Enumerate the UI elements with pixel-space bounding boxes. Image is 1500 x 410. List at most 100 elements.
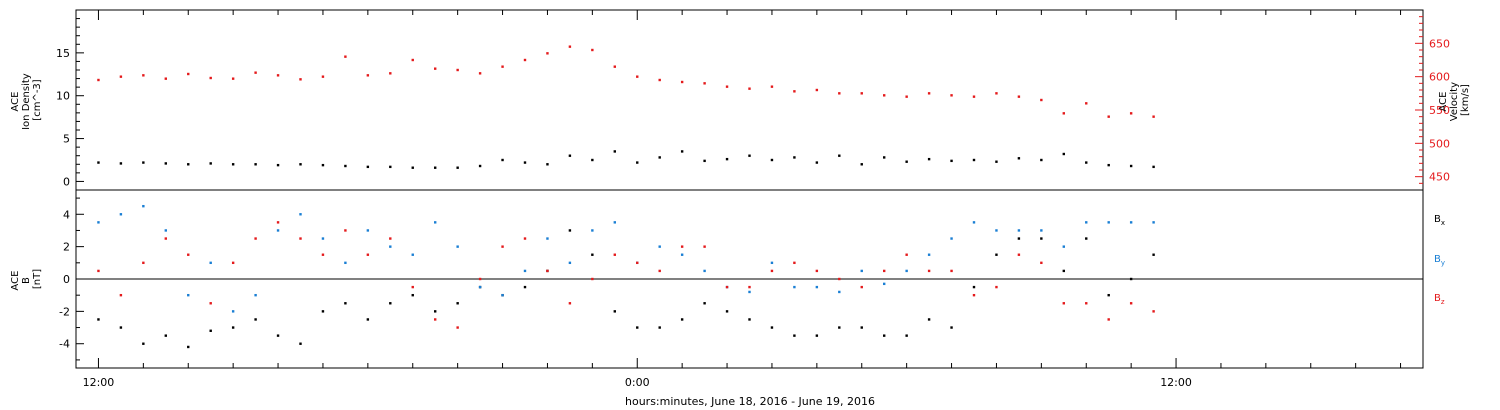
bottom-panel-point-bz-2 [142, 261, 145, 265]
bottom-panel-point-bz-11 [344, 229, 347, 232]
bottom-panel-point-bx-29 [748, 318, 751, 321]
magnetic-field-label-line-3: [nT] [32, 269, 43, 289]
bottom-panel-point-bz-26 [680, 245, 684, 248]
top-panel-point-1-20 [546, 52, 549, 55]
top-panel-point-1-17 [478, 72, 482, 75]
top-panel-point-0-9 [299, 163, 302, 166]
bottom-panel-point-bx-7 [254, 318, 257, 321]
top-panel-point-1-29 [748, 87, 751, 90]
bottom-panel-point-bx-8 [276, 334, 280, 337]
ion-density-label-line-2: Ion Density [21, 73, 32, 130]
bottom-panel-series-bx [97, 229, 1155, 349]
bottom-panel-point-bz-5 [209, 302, 212, 305]
bottom-panel-point-bx-36 [905, 334, 908, 337]
top-panel-point-1-10 [321, 75, 325, 78]
top-panel-point-1-45 [1107, 115, 1110, 118]
bottom-panel-point-by-23 [613, 221, 616, 224]
bottom-panel-point-bx-15 [434, 310, 437, 313]
top-panel-point-1-9 [299, 78, 302, 81]
bottom-panel-point-bz-1 [119, 293, 123, 297]
bottom-panel-point-bx-28 [725, 310, 729, 313]
top-panel-point-0-22 [591, 158, 594, 162]
bottom-panel-point-bx-46 [1129, 277, 1133, 281]
bottom-panel-point-bx-12 [366, 318, 370, 321]
top-panel-point-0-5 [209, 162, 212, 165]
bottom-panel-point-bz-43 [1062, 302, 1065, 305]
top-panel-point-0-31 [793, 156, 796, 159]
ion-density-tick-label: 15 [56, 47, 70, 60]
bottom-panel-point-by-11 [344, 261, 347, 265]
top-panel-point-1-22 [591, 48, 594, 52]
bottom-panel-point-bx-37 [927, 318, 931, 321]
bottom-panel-marks [97, 204, 1155, 349]
magnetic-field-tick-label: 4 [63, 208, 70, 221]
bottom-panel-point-by-34 [860, 269, 863, 273]
top-panel-point-0-23 [613, 150, 616, 153]
bottom-panel-point-bz-20 [546, 269, 549, 273]
ion-density-label-line-1: ACE [10, 92, 21, 112]
bottom-panel-point-bx-1 [119, 326, 123, 329]
top-panel-point-1-28 [725, 85, 729, 88]
bottom-panel-point-bx-31 [793, 334, 796, 337]
magnetic-field-tick-label: -2 [59, 305, 70, 318]
bottom-panel-point-by-14 [411, 253, 414, 256]
top-panel-point-0-25 [658, 156, 661, 159]
bottom-panel-point-bz-15 [434, 318, 437, 321]
velocity-label-line-3: [km/s] [1460, 84, 1471, 116]
bottom-panel-point-bx-44 [1085, 237, 1088, 240]
top-panel-point-0-7 [254, 163, 257, 166]
top-panel-point-0-32 [815, 161, 819, 164]
top-panel-point-0-26 [680, 150, 684, 153]
bottom-panel-point-bx-35 [883, 334, 886, 337]
top-panel-series-1 [97, 45, 1155, 118]
top-panel-point-0-30 [770, 158, 774, 162]
bottom-panel-point-bz-36 [905, 253, 908, 256]
top-panel-point-0-14 [411, 166, 414, 169]
magnetic-field-label-line-1: ACE [10, 271, 21, 291]
top-panel-marks [97, 45, 1155, 169]
ion-density-tick-label: 10 [56, 90, 70, 103]
bottom-panel-point-by-9 [299, 213, 302, 216]
bottom-panel-point-bx-19 [523, 285, 527, 289]
top-panel-point-0-44 [1085, 161, 1088, 164]
velocity-label-line-2: Velocity [1449, 82, 1460, 121]
top-panel-point-0-21 [568, 154, 572, 157]
bottom-panel-point-by-10 [321, 237, 325, 240]
top-panel-point-0-33 [838, 154, 841, 157]
bottom-panel-point-bz-24 [636, 261, 639, 265]
bottom-panel-point-bx-2 [142, 342, 145, 345]
top-panel-point-1-27 [703, 82, 706, 85]
velocity-tick-label: 500 [1429, 137, 1450, 150]
top-panel-point-1-16 [456, 68, 459, 72]
bottom-panel: -4 -2 0 2 4 12:00 0:00 12:00 ACE B [nT] Bx By Bz [10, 10, 1445, 389]
bottom-panel-point-bx-33 [838, 326, 841, 329]
top-panel-point-1-6 [231, 77, 235, 80]
top-panel-point-1-42 [1040, 98, 1043, 102]
top-panel-point-0-3 [164, 162, 167, 165]
top-panel-point-1-46 [1129, 112, 1133, 115]
x-axis-title: hours:minutes, June 18, 2016 - June 19, … [625, 395, 875, 408]
top-panel-point-1-14 [411, 58, 414, 62]
bottom-panel-point-by-8 [276, 229, 280, 232]
top-panel-frame [75, 9, 1424, 191]
bottom-panel-point-bz-37 [927, 269, 931, 273]
top-panel-point-0-34 [860, 163, 863, 166]
bottom-panel-point-bx-9 [299, 342, 302, 345]
magnetic-field-axis: -4 -2 0 2 4 [59, 197, 84, 361]
magnetic-field-axis-label: ACE B [nT] [10, 267, 43, 290]
bottom-panel-point-bz-29 [748, 285, 751, 289]
bottom-panel-point-by-21 [568, 261, 572, 265]
bottom-panel-point-by-30 [770, 261, 774, 265]
top-panel-point-0-16 [456, 166, 459, 169]
top-panel-point-0-20 [546, 163, 549, 166]
bottom-panel-point-bx-6 [231, 326, 235, 329]
top-panel-point-0-47 [1152, 165, 1155, 169]
top-panel-point-1-39 [972, 95, 976, 98]
time-tick-label: 12:00 [1160, 376, 1192, 389]
bottom-panel-point-bz-12 [366, 253, 370, 256]
top-panel-point-1-15 [434, 67, 437, 70]
bottom-panel-point-bz-47 [1152, 310, 1155, 313]
bottom-panel-point-bx-26 [680, 318, 684, 321]
bottom-panel-point-by-35 [883, 282, 886, 286]
bottom-panel-point-bx-14 [411, 293, 414, 297]
